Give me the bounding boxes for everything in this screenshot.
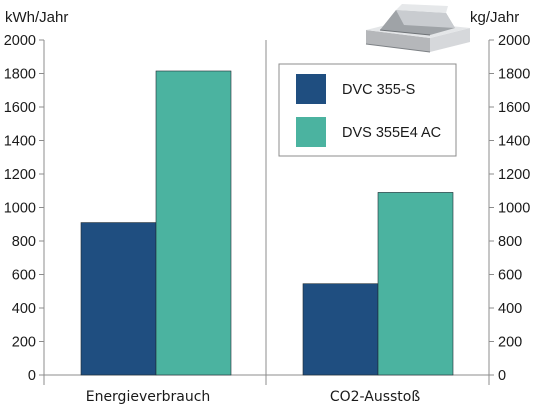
y-tick-label-right: 800 [498, 234, 522, 250]
y-tick-label-right: 1800 [498, 67, 530, 83]
y-tick-label-right: 1400 [498, 134, 530, 150]
bars [80, 70, 454, 376]
y-tick-label-right: 2000 [498, 33, 530, 49]
y-tick-label-left: 400 [12, 301, 36, 317]
bar-energieverbrauch-dvc [80, 222, 157, 376]
legend-label-dvc-355-s: DVC 355-S [342, 82, 415, 98]
y-tick-label-right: 0 [498, 368, 506, 384]
y-axis-label-left: kWh/Jahr [5, 9, 68, 26]
y-tick-label-left: 1800 [4, 67, 36, 83]
legend-label-dvs-355e4-ac: DVS 355E4 AC [342, 125, 441, 141]
y-tick-label-left: 1600 [4, 100, 36, 116]
legend: DVC 355-S DVS 355E4 AC [278, 63, 457, 157]
legend-swatch-dvc-355-s [296, 74, 326, 104]
y-tick-label-right: 600 [498, 268, 522, 284]
y-tick-label-left: 0 [28, 368, 36, 384]
y-axis-label-right: kg/Jahr [470, 9, 519, 26]
y-tick-label-right: 1200 [498, 167, 530, 183]
category-label-energieverbrauch: Energieverbrauch [86, 389, 211, 405]
y-tick-label-right: 1000 [498, 201, 530, 217]
y-ticks-right: 0 200 400 600 800 1000 1200 1400 1600 1800 2000 [489, 33, 530, 384]
category-label-co2: CO2-Ausstoß [330, 389, 421, 405]
y-tick-label-left: 2000 [4, 33, 36, 49]
bar-energieverbrauch-dvs [155, 70, 232, 376]
y-tick-label-right: 400 [498, 301, 522, 317]
y-tick-label-right: 1600 [498, 100, 530, 116]
y-tick-label-left: 800 [12, 234, 36, 250]
y-tick-label-left: 1400 [4, 134, 36, 150]
y-ticks-left: 0 200 400 600 800 1000 1200 1400 1600 1800 2000 [4, 33, 44, 384]
y-tick-label-left: 1200 [4, 167, 36, 183]
y-tick-label-left: 1000 [4, 201, 36, 217]
bar-co2-dvs [377, 192, 454, 376]
roof-fan-unit-image [365, 4, 470, 53]
y-tick-label-left: 200 [12, 335, 36, 351]
bar-co2-dvc [302, 283, 379, 376]
y-tick-label-left: 600 [12, 268, 36, 284]
y-tick-label-right: 200 [498, 335, 522, 351]
legend-swatch-dvs-355e4-ac [296, 117, 326, 147]
